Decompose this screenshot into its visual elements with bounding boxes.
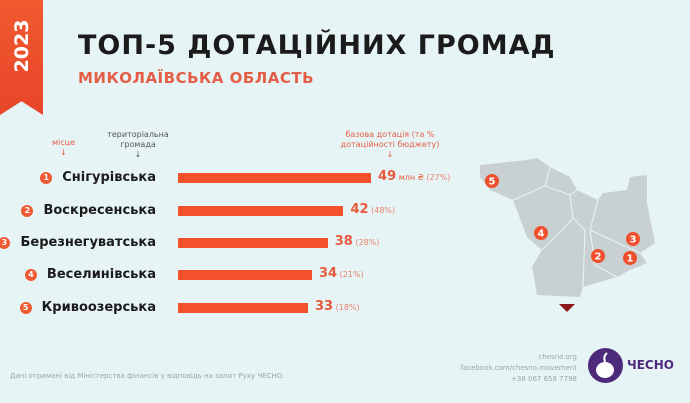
value-label: 49 млн ₴ (27%) (378, 169, 450, 184)
bar (178, 206, 344, 216)
bar (178, 270, 312, 280)
community-name: Воскресенська (43, 203, 156, 218)
map-rank-label: 5 (489, 177, 496, 188)
rank-badge: 1 (40, 171, 53, 184)
page-subtitle: МИКОЛАЇВСЬКА ОБЛАСТЬ (78, 69, 315, 87)
rank-badge: 2 (21, 204, 34, 217)
website-link[interactable]: chesno.org (538, 353, 577, 361)
value-number: 34 (318, 266, 338, 281)
table-row: 1 Снігурівська 49 млн ₴ (27%) (0, 169, 480, 186)
community-name: Кривоозерська (41, 300, 156, 315)
community-label: 2 Воскресенська (21, 203, 156, 218)
table-row: 4 Веселинівська 34 (21%) (0, 266, 480, 283)
phone: +38 067 658 7798 (511, 375, 577, 383)
column-header-community: територіальна громада ↓ (107, 130, 169, 159)
table-row: 3 Березнегуватська 38 (28%) (0, 234, 480, 251)
bar (178, 173, 372, 183)
map-district-borders (512, 166, 641, 288)
value-unit: млн ₴ (398, 173, 424, 182)
map-rank-marker (626, 232, 640, 246)
garlic-logo-icon (588, 348, 623, 383)
value-percent: (18%) (335, 303, 360, 312)
map-rank-label: 2 (595, 252, 602, 263)
page-title: ТОП-5 ДОТАЦІЙНИХ ГРОМАД (78, 30, 556, 61)
column-header-subsidy: базова дотація (та % дотаційності бюджет… (340, 130, 440, 159)
year-ribbon: 2023 (0, 0, 43, 115)
rank-badge: 5 (19, 301, 32, 314)
value-label: 34 (21%) (319, 266, 364, 281)
community-name: Веселинівська (46, 267, 156, 282)
table-row: 2 Воскресенська 42 (48%) (0, 202, 480, 219)
map-rank-label: 3 (630, 235, 637, 246)
bar (178, 238, 328, 248)
map-rank-marker (485, 174, 499, 188)
community-label: 3 Березнегуватська (0, 235, 156, 250)
region-map: 1 2 3 4 5 (480, 158, 655, 312)
community-name: Березнегуватська (20, 235, 156, 250)
bar (178, 303, 309, 313)
map-rank-label: 4 (538, 229, 545, 240)
year-label: 2023 (10, 19, 33, 73)
value-percent: (48%) (371, 206, 396, 215)
map-rank-label: 1 (627, 254, 634, 265)
rank-badge: 4 (24, 268, 37, 281)
community-label: 4 Веселинівська (24, 267, 156, 282)
facebook-link[interactable]: facebook.com/chesno.movement (460, 364, 577, 372)
logo-text: ЧЕСНО (627, 358, 674, 372)
value-number: 49 (378, 169, 397, 184)
value-number: 38 (334, 234, 353, 249)
map-rank-marker (623, 251, 637, 265)
map-marker-triangle (559, 304, 575, 312)
rank-badge: 3 (0, 236, 11, 249)
map-rank-marker (591, 249, 605, 263)
map-region-shape (480, 158, 655, 297)
value-label: 33 (18%) (315, 299, 360, 314)
source-note: Дані отримані від Міністерства фінансів … (10, 372, 285, 380)
value-percent: (28%) (355, 238, 380, 247)
community-name: Снігурівська (62, 170, 156, 185)
value-percent: (21%) (339, 270, 364, 279)
value-percent: (27%) (426, 173, 451, 182)
community-label: 5 Кривоозерська (19, 300, 156, 315)
value-number: 42 (350, 202, 369, 217)
community-label: 1 Снігурівська (40, 170, 156, 185)
contacts: chesno.org facebook.com/chesno.movement … (461, 352, 577, 385)
value-number: 33 (315, 299, 334, 314)
map-rank-marker (534, 226, 548, 240)
table-row: 5 Кривоозерська 33 (18%) (0, 299, 480, 316)
column-header-place: місце ↓ (52, 138, 76, 157)
value-label: 38 (28%) (335, 234, 380, 249)
value-label: 42 (48%) (350, 202, 395, 217)
